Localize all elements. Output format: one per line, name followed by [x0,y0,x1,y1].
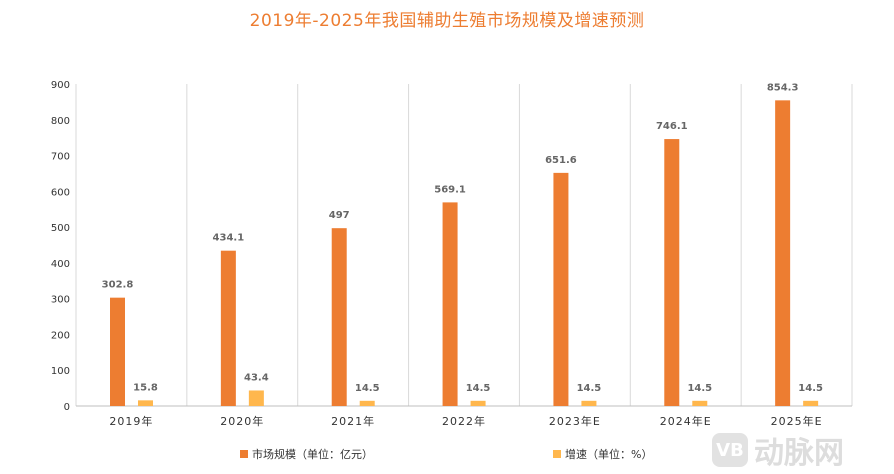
legend-swatch-growth [553,450,561,458]
y-tick-label: 900 [51,80,70,91]
data-label: 14.5 [798,383,823,394]
bar-growth [692,400,708,406]
y-tick-label: 700 [51,152,70,163]
legend-item-market-size: 市场规模（单位：亿元） [240,446,373,462]
x-tick-label: 2019年 [109,414,153,428]
bar-growth [248,390,264,406]
data-label: 569.1 [434,184,466,195]
legend-label-market-size: 市场规模（单位：亿元） [252,448,373,461]
bar-growth [470,400,486,406]
legend-item-growth: 增速（单位：%） [553,446,652,462]
watermark-text: 动脉网 [754,436,844,471]
bar-market-size [442,202,458,406]
y-tick-label: 800 [51,116,70,127]
data-label: 434.1 [213,233,245,244]
x-tick-label: 2025年E [771,414,823,428]
data-label: 651.6 [545,155,577,166]
data-label: 14.5 [687,383,712,394]
bar-growth [803,400,819,406]
x-tick-label: 2020年 [220,414,264,428]
y-tick-label: 500 [51,223,70,234]
bar-market-size [775,100,791,407]
bar-market-size [331,228,347,406]
x-tick-label: 2022年 [442,414,486,428]
data-label: 14.5 [355,383,380,394]
data-label: 15.8 [133,382,158,393]
legend-label-growth: 增速（单位：%） [565,448,653,461]
bar-growth [138,400,153,406]
watermark: VB 动脉网 [712,428,844,472]
data-label: 14.5 [577,383,602,394]
y-tick-label: 400 [51,259,70,270]
data-label: 746.1 [656,121,688,132]
y-tick-label: 600 [51,187,70,198]
bar-growth [581,400,597,406]
chart-title: 2019年-2025年我国辅助生殖市场规模及增速预测 [249,11,645,31]
data-label: 302.8 [102,280,134,291]
y-tick-label: 100 [51,366,70,377]
data-label: 43.4 [244,372,269,383]
watermark-logo: VB [712,433,748,467]
bar-growth [359,400,375,406]
y-tick-label: 300 [51,295,70,306]
x-tick-label: 2023年E [549,414,601,428]
y-tick-label: 200 [51,330,70,341]
data-label: 854.3 [767,82,799,93]
data-label: 14.5 [466,383,491,394]
x-tick-label: 2021年 [331,414,375,428]
bar-market-size [553,172,569,406]
bar-market-size [220,250,236,406]
bar-market-size [110,297,125,406]
legend-swatch-market-size [240,450,248,458]
y-tick-label: 0 [64,402,70,413]
bar-market-size [664,139,680,406]
x-tick-label: 2024年E [660,414,712,428]
data-label: 497 [329,210,350,221]
